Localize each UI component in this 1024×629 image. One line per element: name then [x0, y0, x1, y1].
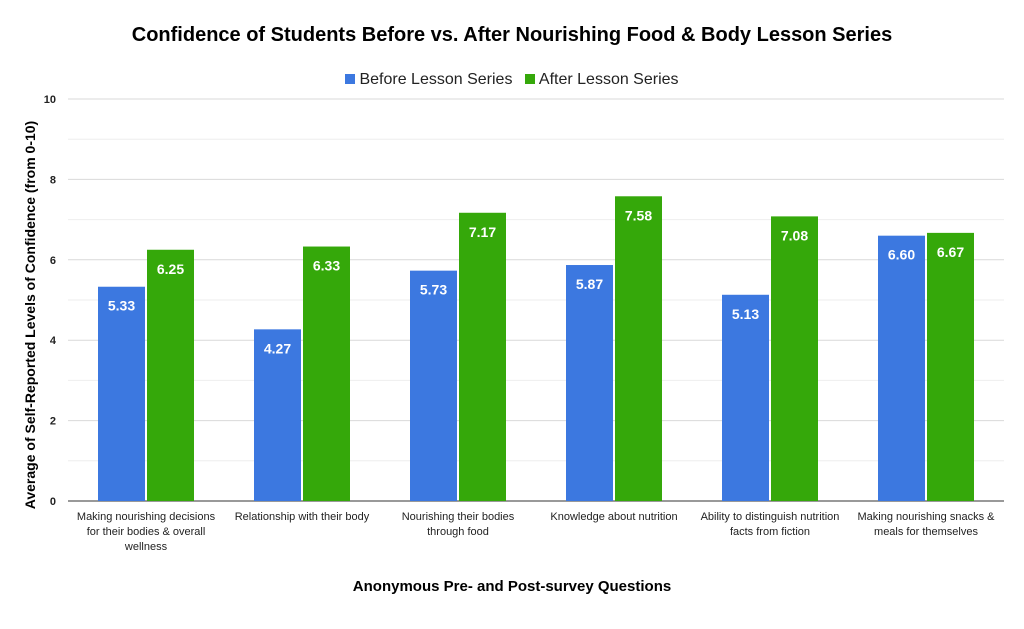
legend-swatch-after: [524, 74, 535, 84]
x-tick-label: Making nourishing snacks & meals for the…: [857, 511, 995, 538]
bar-value-label: 4.27: [264, 340, 291, 356]
bar-after: [303, 246, 350, 501]
legend-swatch-before: [345, 74, 356, 84]
bar-after: [615, 196, 662, 501]
bar-before: [878, 235, 925, 501]
bar-after: [147, 249, 194, 501]
x-tick-label: Knowledge about nutrition: [550, 511, 678, 523]
bar-before: [722, 294, 769, 501]
x-tick-label: Ability to distinguish nutrition facts f…: [700, 511, 840, 538]
bar-value-label: 7.08: [781, 227, 808, 243]
legend-label-after: After Lesson Series: [538, 71, 679, 88]
y-axis-title: Average of Self-Reported Levels of Confi…: [22, 120, 38, 510]
x-tick-label: Relationship with their body: [234, 511, 370, 523]
bar-value-label: 7.17: [469, 224, 496, 240]
bar-after: [927, 232, 974, 501]
bar-value-label: 6.67: [937, 244, 964, 260]
y-tick-label: 10: [44, 94, 56, 106]
chart-legend: Before Lesson Series After Lesson Series: [0, 71, 1024, 89]
bar-value-label: 5.87: [576, 276, 603, 292]
bar-value-label: 6.60: [888, 247, 915, 263]
bar-value-label: 5.13: [732, 306, 759, 322]
bar-value-label: 7.58: [625, 207, 652, 223]
x-tick-label: Nourishing their bodies through food: [401, 511, 515, 538]
bar-before: [566, 265, 613, 501]
y-tick-label: 4: [50, 335, 57, 347]
chart-title: Confidence of Students Before vs. After …: [131, 24, 893, 46]
bar-before: [98, 286, 145, 501]
legend-item-after: After Lesson Series: [524, 71, 679, 89]
y-tick-label: 0: [50, 496, 56, 508]
legend-item-before: Before Lesson Series: [345, 71, 512, 89]
y-tick-label: 6: [50, 255, 56, 267]
bar-before: [410, 270, 457, 501]
bar-value-label: 5.73: [420, 282, 447, 298]
legend-label-before: Before Lesson Series: [359, 71, 513, 88]
bar-before: [254, 329, 301, 501]
y-tick-label: 8: [50, 174, 56, 186]
x-tick-label: Making nourishing decisions for their bo…: [76, 511, 216, 553]
bar-after: [459, 212, 506, 502]
bar-after: [771, 216, 818, 501]
y-tick-label: 2: [50, 416, 56, 428]
bar-value-label: 6.33: [313, 258, 340, 274]
bar-value-label: 6.25: [157, 261, 184, 277]
x-axis-title: Anonymous Pre- and Post-survey Questions: [352, 578, 672, 595]
bar-value-label: 5.33: [108, 298, 135, 314]
